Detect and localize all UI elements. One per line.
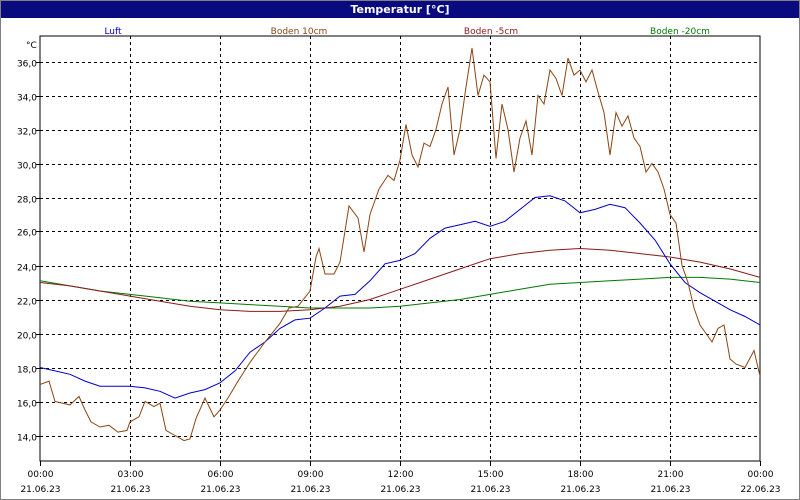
x-tick-label-date: 21.06.23 (20, 485, 60, 495)
y-tick-label: 36,0 (17, 60, 37, 70)
y-tick-label: 30,0 (17, 162, 37, 172)
x-tick-label-time: 09:00 (298, 470, 324, 480)
y-tick-label: 22,0 (17, 298, 37, 308)
y-tick-label: 14,0 (17, 434, 37, 444)
x-tick-label-date: 21.06.23 (470, 485, 510, 495)
y-tick-label: 16,0 (17, 400, 37, 410)
series-line-boden-20cm (40, 276, 760, 309)
x-tick-label-time: 15:00 (478, 470, 504, 480)
series-line-boden-5cm (40, 247, 760, 312)
y-tick-label: 28,0 (17, 196, 37, 206)
x-tick-label-time: 00:00 (748, 470, 774, 480)
chart-title: Temperatur [°C] (1, 1, 799, 18)
x-tick-label-date: 21.06.23 (290, 485, 330, 495)
y-tick-label: 34,0 (17, 94, 37, 104)
x-tick-label-date: 21.06.23 (650, 485, 690, 495)
legend-item-boden-10cm: Boden 10cm (271, 27, 328, 37)
y-tick-label: 24,0 (17, 264, 37, 274)
legend-item-boden-20cm: Boden -20cm (650, 27, 710, 37)
x-tick-label-date: 21.06.23 (200, 485, 240, 495)
x-tick-label-date: 21.06.23 (560, 485, 600, 495)
x-tick-label-time: 00:00 (28, 470, 54, 480)
x-tick-label-time: 06:00 (208, 470, 234, 480)
x-tick-label-time: 18:00 (568, 470, 594, 480)
legend-item-luft: Luft (104, 27, 122, 37)
x-tick-label-date: 21.06.23 (110, 485, 150, 495)
series-line-boden-10cm (40, 47, 760, 442)
legend-item-boden-5cm: Boden -5cm (464, 27, 518, 37)
x-tick-label-time: 03:00 (118, 470, 144, 480)
series-line-luft (40, 195, 760, 399)
x-tick-label-date: 22.06.23 (740, 485, 780, 495)
x-tick-label-date: 21.06.23 (380, 485, 420, 495)
y-tick-label: 32,0 (17, 128, 37, 138)
y-tick-label: 20,0 (17, 332, 37, 342)
x-tick-label-time: 21:00 (658, 470, 684, 480)
x-tick-label-time: 12:00 (388, 470, 414, 480)
y-tick-label: 26,0 (17, 229, 37, 239)
y-axis-label: °C (26, 41, 37, 51)
y-tick-label: 18,0 (17, 366, 37, 376)
